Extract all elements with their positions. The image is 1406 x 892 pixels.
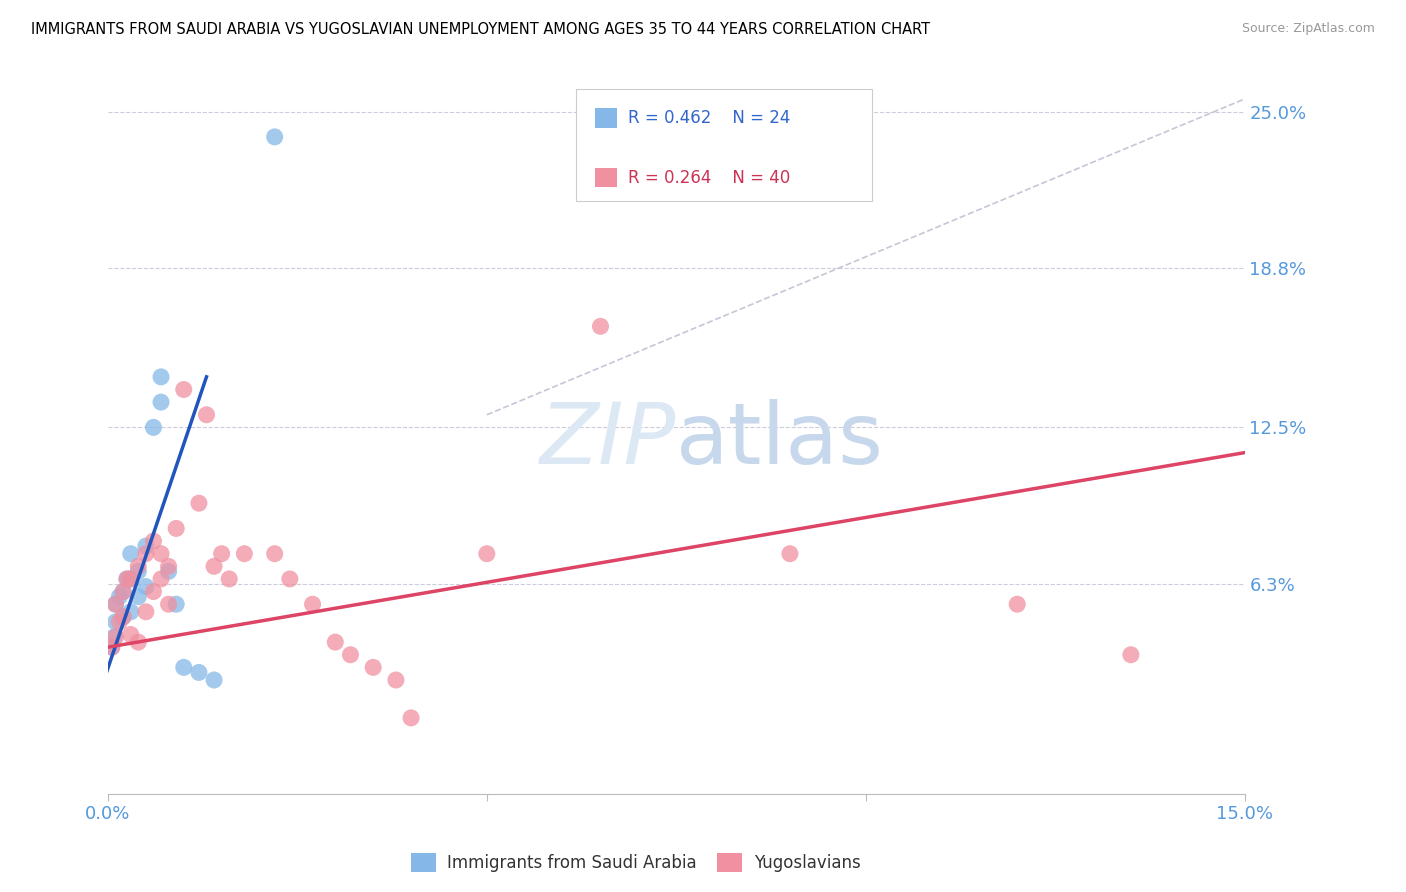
Point [112, 610, 135, 624]
Point [104, 630, 127, 644]
Point [112, 610, 135, 624]
Point [165, 597, 187, 611]
Point [103, 630, 125, 644]
Point [104, 615, 127, 629]
Point [120, 547, 142, 561]
Point [120, 605, 142, 619]
Point [165, 521, 187, 535]
Point [108, 590, 131, 604]
Point [202, 559, 225, 574]
Text: IMMIGRANTS FROM SAUDI ARABIA VS YUGOSLAVIAN UNEMPLOYMENT AMONG AGES 35 TO 44 YEA: IMMIGRANTS FROM SAUDI ARABIA VS YUGOSLAV… [31, 22, 929, 37]
Point [104, 597, 127, 611]
Point [150, 547, 173, 561]
Text: atlas: atlas [676, 399, 884, 482]
Point [263, 547, 285, 561]
Point [150, 572, 173, 586]
Point [120, 572, 142, 586]
Text: Yugoslavians: Yugoslavians [754, 854, 860, 871]
Point [323, 635, 346, 649]
Point [1005, 597, 1028, 611]
Point [115, 572, 138, 586]
Text: R = 0.264    N = 40: R = 0.264 N = 40 [628, 169, 790, 186]
Point [263, 129, 285, 144]
Point [385, 673, 408, 687]
Point [104, 597, 127, 611]
Point [135, 605, 157, 619]
Point [115, 572, 138, 586]
Point [589, 319, 612, 334]
Point [108, 615, 131, 629]
Point [339, 648, 361, 662]
Point [301, 597, 323, 611]
Point [142, 584, 165, 599]
Point [779, 547, 801, 561]
Point [218, 572, 240, 586]
Point [120, 572, 142, 586]
Point [120, 627, 142, 641]
Text: Immigrants from Saudi Arabia: Immigrants from Saudi Arabia [447, 854, 697, 871]
Point [112, 584, 135, 599]
Point [399, 711, 422, 725]
Point [100, 640, 122, 655]
Point [127, 590, 149, 604]
Text: ZIP: ZIP [540, 399, 676, 482]
Point [157, 565, 180, 579]
Point [187, 665, 209, 680]
Point [150, 369, 173, 384]
Point [127, 559, 149, 574]
Point [211, 547, 233, 561]
Point [150, 395, 173, 409]
Point [173, 383, 195, 397]
Point [127, 565, 149, 579]
Point [195, 408, 218, 422]
Point [142, 420, 165, 434]
Point [233, 547, 256, 561]
Point [278, 572, 301, 586]
Point [475, 547, 498, 561]
Point [202, 673, 225, 687]
Point [135, 580, 157, 594]
Point [173, 660, 195, 674]
Point [157, 559, 180, 574]
Point [157, 597, 180, 611]
Point [1119, 648, 1142, 662]
Point [187, 496, 209, 510]
Point [127, 635, 149, 649]
Point [112, 584, 135, 599]
Point [361, 660, 384, 674]
Point [100, 640, 122, 655]
Text: R = 0.462    N = 24: R = 0.462 N = 24 [628, 109, 790, 127]
Point [135, 539, 157, 553]
Text: Source: ZipAtlas.com: Source: ZipAtlas.com [1241, 22, 1375, 36]
Point [142, 534, 165, 549]
Point [135, 547, 157, 561]
